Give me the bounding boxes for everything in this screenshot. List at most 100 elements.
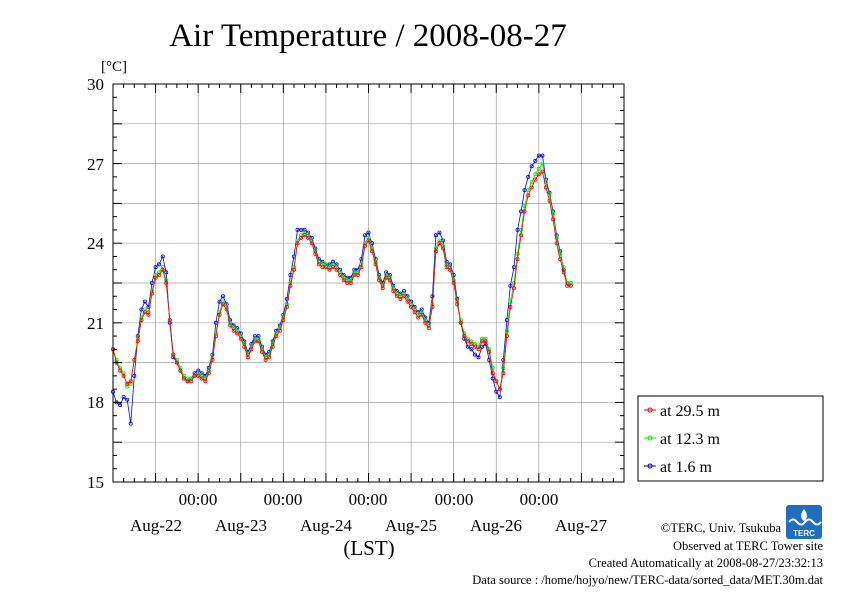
x-day-label: Aug-24 bbox=[300, 516, 352, 535]
logo-text: TERC bbox=[793, 529, 815, 538]
series-layer bbox=[111, 153, 573, 426]
x-time-label: 00:00 bbox=[435, 490, 474, 509]
logo-wave-icon bbox=[788, 518, 822, 526]
data-point bbox=[540, 153, 545, 158]
legend-marker bbox=[647, 435, 653, 441]
data-point bbox=[377, 278, 382, 283]
data-point bbox=[327, 267, 332, 272]
y-axis-unit: [°C] bbox=[101, 59, 127, 75]
data-point bbox=[118, 403, 123, 408]
data-point bbox=[419, 310, 424, 315]
data-point bbox=[206, 371, 211, 376]
data-point bbox=[142, 307, 147, 312]
data-point bbox=[235, 331, 240, 336]
data-point bbox=[291, 267, 296, 272]
data-point bbox=[476, 347, 481, 352]
data-point bbox=[568, 280, 573, 285]
data-point bbox=[504, 334, 509, 339]
data-point bbox=[309, 241, 314, 246]
data-point bbox=[196, 373, 201, 378]
data-point bbox=[132, 357, 137, 362]
data-point bbox=[174, 360, 179, 365]
data-point bbox=[171, 352, 176, 357]
x-day-label: Aug-27 bbox=[555, 516, 607, 535]
x-day-label: Aug-22 bbox=[130, 516, 182, 535]
data-point bbox=[558, 251, 563, 256]
data-point bbox=[284, 304, 289, 309]
data-point bbox=[487, 349, 492, 354]
data-point bbox=[540, 161, 545, 166]
data-point bbox=[462, 334, 467, 339]
footer-observed: Observed at TERC Tower site bbox=[673, 539, 823, 553]
data-point bbox=[160, 254, 165, 259]
x-day-label: Aug-25 bbox=[385, 516, 437, 535]
data-point bbox=[440, 246, 445, 251]
data-point bbox=[533, 177, 538, 182]
data-point bbox=[472, 344, 477, 349]
data-point bbox=[128, 421, 133, 426]
data-point bbox=[433, 249, 438, 254]
data-point bbox=[316, 262, 321, 267]
legend-label: at 12.3 m bbox=[660, 431, 721, 448]
data-point bbox=[476, 355, 481, 360]
data-point bbox=[313, 251, 318, 256]
data-point bbox=[189, 379, 194, 384]
data-point bbox=[306, 235, 311, 240]
data-point bbox=[430, 304, 435, 309]
data-point bbox=[302, 227, 307, 232]
data-point bbox=[401, 291, 406, 296]
data-point bbox=[167, 318, 172, 323]
x-day-label: Aug-26 bbox=[470, 516, 522, 535]
data-point bbox=[249, 347, 254, 352]
data-point bbox=[437, 230, 442, 235]
data-point bbox=[558, 257, 563, 262]
data-point bbox=[299, 235, 304, 240]
data-point bbox=[220, 299, 225, 304]
data-point bbox=[561, 270, 566, 275]
legend: at 29.5 m at 12.3 m at 1.6 m bbox=[637, 395, 824, 482]
data-point bbox=[483, 339, 488, 344]
data-point bbox=[281, 318, 286, 323]
legend-box bbox=[637, 395, 824, 482]
data-point bbox=[153, 265, 158, 270]
data-point bbox=[401, 294, 406, 299]
data-point bbox=[139, 318, 144, 323]
data-point bbox=[341, 278, 346, 283]
data-point bbox=[149, 291, 154, 296]
data-point bbox=[448, 267, 453, 272]
data-point bbox=[540, 169, 545, 174]
footer-created: Created Automatically at 2008-08-27/23:3… bbox=[589, 556, 823, 570]
data-point bbox=[387, 278, 392, 283]
y-tick-label: 30 bbox=[87, 75, 104, 94]
data-point bbox=[501, 371, 506, 376]
data-point bbox=[118, 368, 123, 373]
data-point bbox=[295, 241, 300, 246]
data-point bbox=[369, 249, 374, 254]
data-point bbox=[409, 304, 414, 309]
data-point bbox=[551, 211, 556, 216]
data-point bbox=[330, 262, 335, 267]
data-point bbox=[483, 336, 488, 341]
x-time-label: 00:00 bbox=[179, 490, 218, 509]
data-point bbox=[132, 373, 137, 378]
chart-title: Air Temperature / 2008-08-27 bbox=[169, 18, 567, 54]
data-point bbox=[139, 315, 144, 320]
data-point bbox=[153, 275, 158, 280]
y-tick-label: 21 bbox=[87, 314, 104, 333]
data-point bbox=[366, 235, 371, 240]
x-day-labels: Aug-22 Aug-23 Aug-24 Aug-25 Aug-26 Aug-2… bbox=[130, 516, 607, 535]
footer-copyright: ©TERC, Univ. Tsukuba bbox=[661, 521, 782, 535]
data-point bbox=[380, 286, 385, 291]
data-point bbox=[444, 265, 449, 270]
data-point bbox=[288, 283, 293, 288]
data-point bbox=[554, 241, 559, 246]
data-point bbox=[199, 376, 204, 381]
y-tick-label: 27 bbox=[87, 155, 105, 174]
data-point bbox=[536, 166, 541, 171]
data-point bbox=[416, 315, 421, 320]
data-point bbox=[217, 312, 222, 317]
axis-ticks bbox=[112, 83, 625, 483]
data-point bbox=[366, 230, 371, 235]
data-point bbox=[508, 304, 513, 309]
